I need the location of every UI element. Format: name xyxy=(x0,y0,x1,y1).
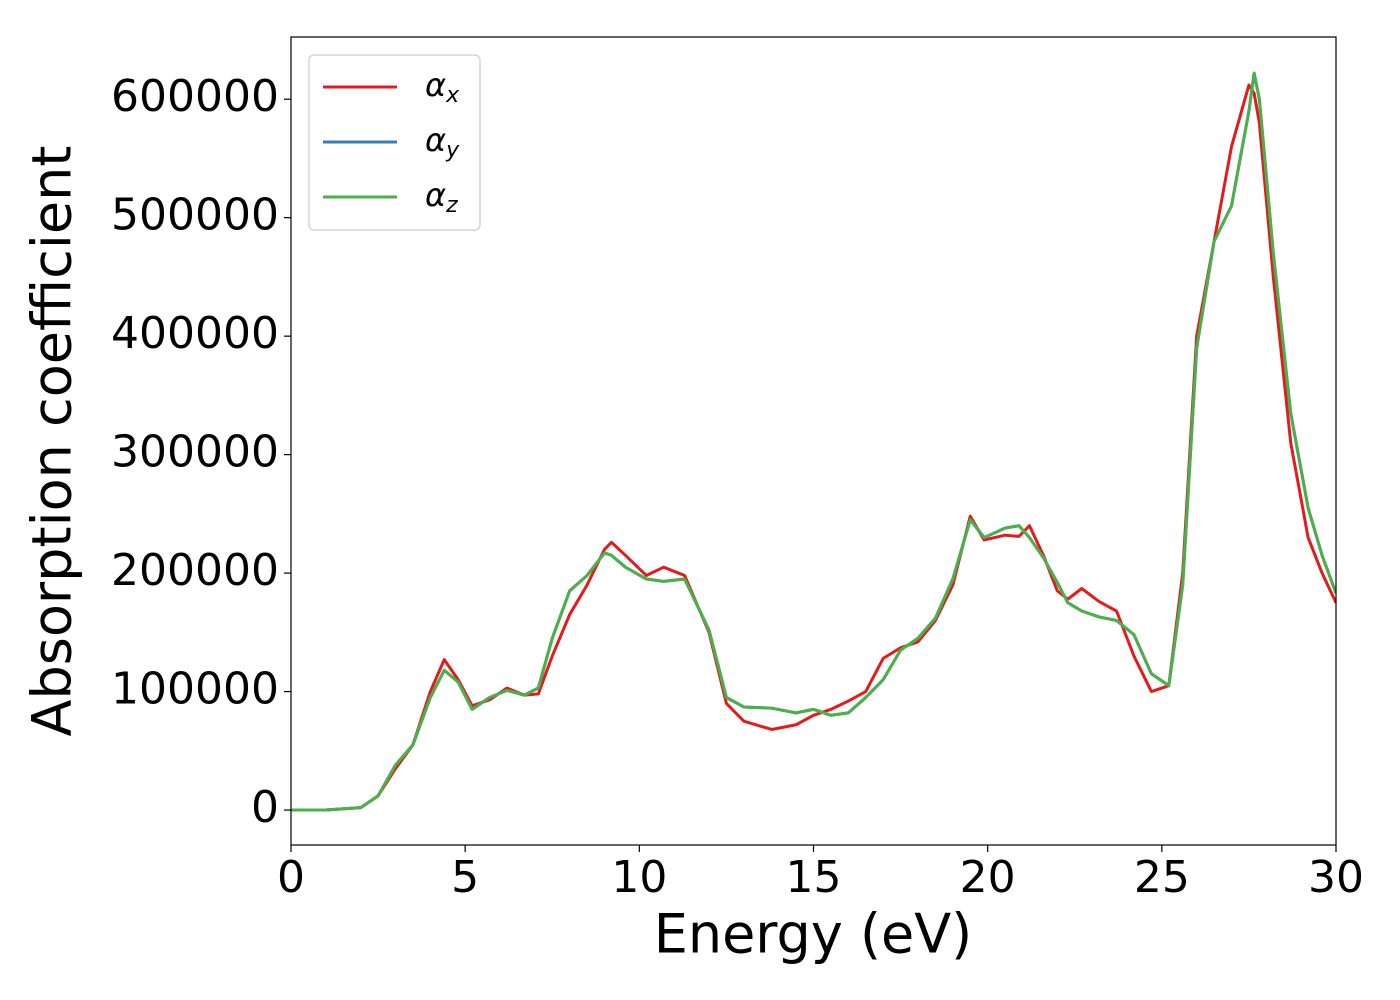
y-tick-label: 500000 xyxy=(111,190,279,241)
y-tick-label: 200000 xyxy=(111,545,279,596)
x-tick-label: 5 xyxy=(451,852,479,903)
y-tick-label: 600000 xyxy=(111,71,279,122)
plot-frame xyxy=(290,36,1337,846)
legend-label: αz xyxy=(425,176,458,218)
series-line xyxy=(291,71,1336,812)
x-tick-label: 30 xyxy=(1308,852,1364,903)
y-tick-label: 400000 xyxy=(111,308,279,359)
legend-label: αy xyxy=(425,121,460,163)
x-axis-label: Energy (eV) xyxy=(654,903,973,966)
x-tick-label: 20 xyxy=(960,852,1016,903)
y-tick-label: 0 xyxy=(251,782,279,833)
x-tick-label: 10 xyxy=(611,852,667,903)
legend-label: αx xyxy=(425,66,460,108)
y-tick-label: 100000 xyxy=(111,664,279,715)
x-tick-label: 25 xyxy=(1134,852,1190,903)
x-tick-label: 15 xyxy=(786,852,842,903)
x-tick-label: 0 xyxy=(277,852,305,903)
y-axis-label: Absorption coefficient xyxy=(21,146,84,737)
y-tick-label: 300000 xyxy=(111,427,279,478)
